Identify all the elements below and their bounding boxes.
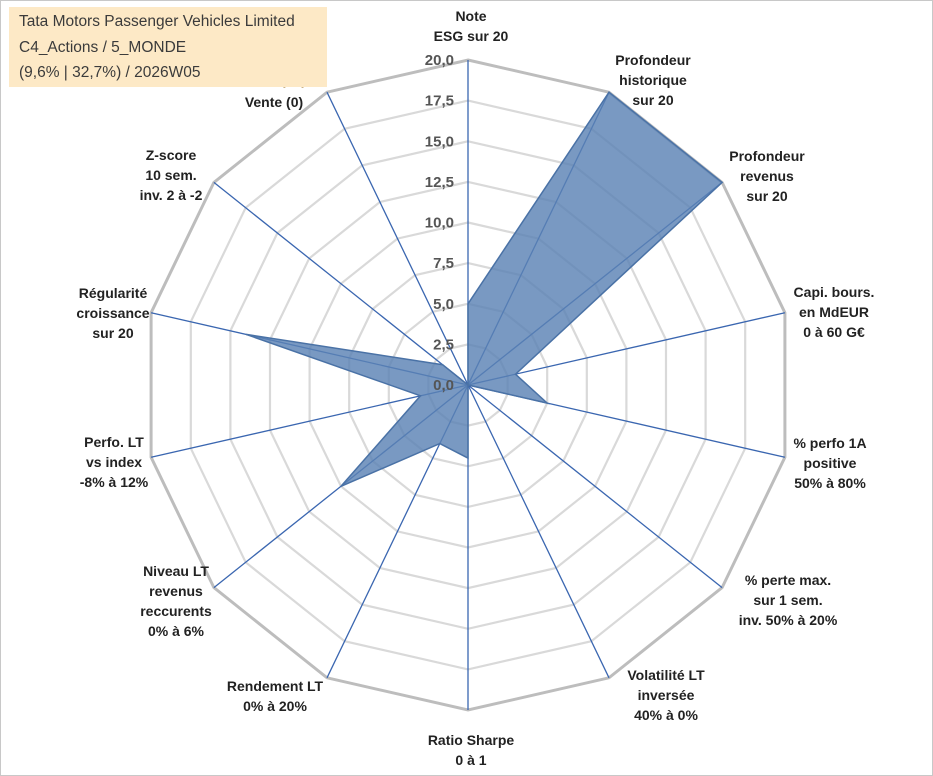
axis-label: Vente (0) — [245, 94, 303, 110]
axis-label: Régularité — [79, 285, 148, 301]
axis-label: Profondeur — [615, 52, 691, 68]
axis-label: Volatilité LT — [627, 667, 705, 683]
tick-label: 5,0 — [433, 296, 454, 313]
axis-label: vs index — [86, 454, 142, 470]
tick-label: 20,0 — [425, 52, 454, 69]
axis-label: revenus — [740, 168, 794, 184]
info-box: Tata Motors Passenger Vehicles Limited C… — [9, 7, 327, 87]
spoke-line — [326, 91, 469, 386]
axis-label: inversée — [638, 687, 695, 703]
axis-label: positive — [804, 455, 857, 471]
tick-label: 15,0 — [425, 133, 454, 150]
axis-label: -8% à 12% — [80, 474, 149, 490]
tick-label: 2,5 — [433, 336, 454, 353]
radial-tick-labels: 0,0 2,5 5,0 7,5 10,0 12,5 15,0 17,5 20,0 — [425, 52, 454, 394]
axis-label: 0% à 6% — [148, 623, 205, 639]
axis-label: historique — [619, 72, 687, 88]
axis-label: % perte max. — [745, 572, 831, 588]
series-area — [245, 91, 724, 487]
spoke-line — [467, 384, 723, 589]
axis-label: 10 sem. — [145, 167, 196, 183]
axis-label: sur 20 — [746, 188, 787, 204]
spoke-line — [467, 384, 610, 679]
axis-label: sur 20 — [632, 92, 673, 108]
axis-label: inv. 2 à -2 — [140, 187, 203, 203]
axis-label: Note — [455, 8, 486, 24]
tick-label: 0,0 — [433, 377, 454, 394]
tick-label: 12,5 — [425, 174, 454, 191]
axis-label: Rendement LT — [227, 678, 324, 694]
tick-label: 10,0 — [425, 215, 454, 232]
axis-label: Ratio Sharpe — [428, 732, 515, 748]
company-name: Tata Motors Passenger Vehicles Limited — [19, 13, 295, 30]
axis-labels: Note ESG sur 20 Profondeur historique sur 20… — [76, 8, 874, 768]
axis-label: reccurents — [140, 603, 212, 619]
axis-label: sur 20 — [92, 325, 133, 341]
axis-label: 0% à 20% — [243, 698, 307, 714]
axis-label: en MdEUR — [799, 304, 869, 320]
axis-label: Perfo. LT — [84, 434, 144, 450]
axis-label: 0 à 60 G€ — [803, 324, 865, 340]
stats-label: (9,6% | 32,7%) / 2026W05 — [19, 64, 201, 81]
axis-label: sur 1 sem. — [753, 592, 822, 608]
axis-label: % perfo 1A — [793, 435, 866, 451]
radar-series — [245, 91, 724, 487]
axis-label: 0 à 1 — [455, 752, 486, 768]
category-label: C4_Actions / 5_MONDE — [19, 39, 187, 56]
spoke-line — [213, 181, 469, 386]
axis-label: Profondeur — [729, 148, 805, 164]
tick-label: 17,5 — [425, 93, 454, 110]
axis-label: revenus — [149, 583, 203, 599]
axis-label: inv. 50% à 20% — [739, 612, 838, 628]
spoke-line — [150, 384, 469, 458]
axis-label: Z-score — [146, 147, 197, 163]
axis-label: ESG sur 20 — [434, 28, 509, 44]
axis-label: Niveau LT — [143, 563, 209, 579]
axis-label: croissance — [76, 305, 149, 321]
tick-label: 7,5 — [433, 255, 454, 272]
axis-label: Capi. bours. — [794, 284, 875, 300]
axis-label: 40% à 0% — [634, 707, 698, 723]
spoke-line — [467, 312, 786, 386]
axis-label: 50% à 80% — [794, 475, 866, 491]
